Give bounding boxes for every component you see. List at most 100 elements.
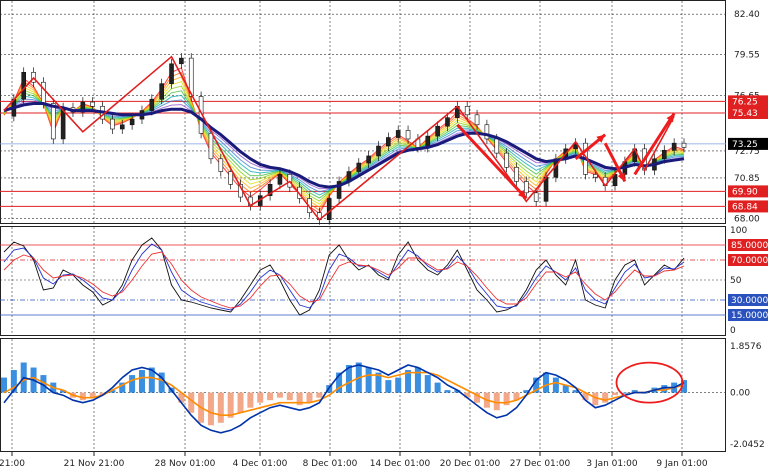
annotation-arrow-shaft bbox=[633, 112, 676, 176]
stoch-line bbox=[3, 237, 685, 316]
macd-histogram-bar bbox=[257, 392, 264, 403]
macd-histogram-bar bbox=[286, 392, 293, 401]
date-tick-label: 28 Nov 01:00 bbox=[155, 459, 216, 469]
candle-body bbox=[474, 114, 480, 126]
macd-histogram-bar bbox=[444, 390, 451, 393]
macd-histogram-bar bbox=[227, 392, 234, 418]
annotation-arrow-head bbox=[596, 134, 606, 143]
candle-body bbox=[386, 137, 391, 147]
candle-body bbox=[524, 181, 529, 194]
level-badge bbox=[728, 95, 768, 108]
candle-body bbox=[119, 124, 125, 130]
stoch-level-badge bbox=[728, 294, 768, 306]
candle-body bbox=[336, 181, 342, 199]
annotation-arrow-head bbox=[666, 113, 675, 123]
date-tick-label: 3 Jan 01:00 bbox=[586, 459, 638, 469]
macd-histogram-bar bbox=[621, 392, 628, 394]
level-badge-label: 75.43 bbox=[732, 109, 758, 119]
candle-body bbox=[445, 117, 450, 127]
candle-body bbox=[208, 132, 214, 160]
macd-histogram-bar bbox=[1, 377, 7, 393]
date-tick-label: 4 Dec 01:00 bbox=[233, 459, 288, 469]
stoch-level-badge bbox=[728, 309, 768, 321]
candle-body bbox=[504, 152, 509, 168]
candle-body bbox=[533, 192, 539, 202]
candle-body bbox=[356, 162, 362, 172]
macd-histogram-bar bbox=[296, 392, 303, 406]
macd-histogram-bar bbox=[178, 392, 185, 403]
macd-histogram-bar bbox=[365, 367, 372, 393]
macd-histogram-bar bbox=[424, 375, 431, 393]
macd-histogram-bar bbox=[385, 380, 392, 393]
stoch-level-badge bbox=[728, 239, 768, 251]
annotation-arrow-shaft bbox=[456, 123, 528, 200]
macd-histogram-bar bbox=[119, 382, 126, 393]
panel-frame-1 bbox=[0, 226, 726, 336]
level-badge bbox=[728, 200, 768, 213]
candle-body bbox=[395, 130, 401, 138]
macd-histogram-bar bbox=[148, 367, 155, 393]
candle-body bbox=[681, 142, 687, 148]
stoch-tick-label: 0 bbox=[730, 326, 736, 336]
macd-tick-label: 1.8576 bbox=[730, 342, 762, 352]
macd-histogram-bar bbox=[60, 390, 67, 393]
annotation-arrow-head bbox=[617, 172, 625, 182]
stoch-level-label: 30.0000 bbox=[731, 296, 768, 306]
price-tick-label: 70.85 bbox=[734, 174, 760, 184]
date-tick-label: 21 Nov 21:00 bbox=[64, 459, 125, 469]
macd-histogram-bar bbox=[79, 392, 86, 401]
candle-body bbox=[661, 149, 667, 160]
candle-body bbox=[366, 155, 371, 164]
candle-body bbox=[169, 63, 174, 84]
macd-histogram-bar bbox=[138, 370, 145, 393]
candle-body bbox=[179, 57, 184, 65]
stoch-level-label: 15.0000 bbox=[731, 311, 768, 321]
macd-histogram-bar bbox=[395, 377, 402, 393]
candle-body bbox=[435, 125, 440, 137]
macd-histogram-bar bbox=[247, 392, 254, 408]
stoch-line bbox=[3, 251, 685, 309]
macd-histogram-bar bbox=[109, 390, 116, 393]
current-price-label: 73.25 bbox=[732, 140, 758, 150]
macd-histogram-bar bbox=[207, 392, 214, 426]
macd-histogram-bar bbox=[543, 372, 550, 393]
stoch-level-badge bbox=[728, 254, 768, 266]
ma-ribbon-line bbox=[3, 85, 685, 202]
macd-histogram-bar bbox=[474, 392, 481, 403]
level-badge-label: 76.25 bbox=[732, 97, 758, 107]
macd-histogram-bar bbox=[552, 377, 559, 393]
macd-histogram-bar bbox=[345, 365, 352, 393]
candle-body bbox=[159, 83, 164, 100]
annotation-arrow-head bbox=[517, 189, 527, 199]
level-badge bbox=[728, 185, 768, 198]
candle-body bbox=[41, 81, 46, 104]
stoch-tick-label: 100 bbox=[730, 226, 747, 236]
macd-histogram-bar bbox=[158, 372, 165, 393]
ma-ribbon-line bbox=[3, 80, 685, 205]
date-tick-label: 21:00 bbox=[0, 459, 25, 469]
macd-histogram-bar bbox=[434, 382, 441, 393]
macd-histogram-bar bbox=[592, 392, 599, 406]
macd-histogram-bar bbox=[405, 370, 412, 393]
macd-histogram-bar bbox=[513, 392, 520, 401]
macd-histogram-bar bbox=[375, 372, 382, 393]
level-badge-label: 68.84 bbox=[732, 202, 758, 212]
stoch-level-label: 85.0000 bbox=[731, 241, 768, 251]
date-tick-label: 27 Dec 01:00 bbox=[510, 459, 571, 469]
macd-histogram-bar bbox=[99, 392, 106, 396]
candle-body bbox=[593, 174, 598, 178]
candle-body bbox=[228, 171, 233, 185]
candle-body bbox=[277, 174, 283, 185]
price-tick-label: 82.40 bbox=[734, 10, 760, 20]
candle-body bbox=[405, 130, 411, 140]
ma-ribbon-line bbox=[3, 90, 685, 199]
candle-body bbox=[494, 138, 500, 154]
macd-histogram-bar bbox=[454, 390, 461, 393]
candle-body bbox=[188, 57, 194, 97]
date-tick-label: 14 Dec 01:00 bbox=[370, 459, 431, 469]
stoch-tick-label: 50 bbox=[730, 276, 742, 286]
panel-frame-2 bbox=[0, 338, 726, 452]
